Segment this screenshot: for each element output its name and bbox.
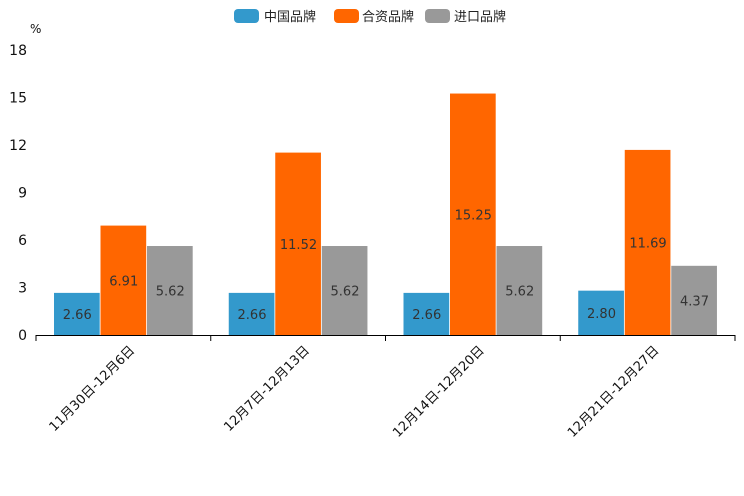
x-category-label: 11月30日-12月6日 <box>47 343 139 435</box>
y-tick-label: 3 <box>18 281 27 297</box>
bar <box>228 292 275 335</box>
bar <box>321 246 368 335</box>
y-axis-unit: % <box>30 22 41 36</box>
legend-item-3: 进口品牌 <box>425 9 506 25</box>
bar-group-3: 2.66 15.25 5.62 <box>403 93 543 336</box>
x-category-label: 12月14日-12月20日 <box>390 343 487 440</box>
legend-label: 进口品牌 <box>454 9 506 25</box>
data-label: 2.66 <box>63 308 92 323</box>
legend-swatch <box>234 9 259 23</box>
legend-label: 合资品牌 <box>362 9 414 25</box>
data-label: 2.66 <box>412 308 441 323</box>
y-tick-label: 18 <box>9 43 27 59</box>
legend-swatch <box>425 9 450 23</box>
bar <box>624 149 671 335</box>
bar-group-2: 2.66 11.52 5.62 <box>228 152 368 335</box>
bar <box>275 152 321 335</box>
y-tick-label: 6 <box>18 233 27 249</box>
bars: 2.666.915.622.6611.525.622.6615.255.622.… <box>54 93 717 336</box>
y-tick-label: 15 <box>9 91 27 107</box>
bar <box>671 265 717 335</box>
data-label: 6.91 <box>109 274 138 289</box>
legend-item-1: 中国品牌 <box>234 9 316 25</box>
legend-swatch <box>334 9 359 23</box>
bar <box>403 292 450 335</box>
y-tick-label: 0 <box>18 328 27 344</box>
bar <box>496 246 543 335</box>
data-label: 5.62 <box>505 285 534 300</box>
bar-group-1: 2.66 6.91 5.62 <box>54 225 193 335</box>
y-tick-label: 9 <box>18 186 27 202</box>
x-category-label: 12月7日-12月13日 <box>221 343 313 435</box>
legend-label: 中国品牌 <box>264 9 316 25</box>
y-axis: 0 3 6 9 12 15 18 <box>9 43 27 344</box>
bar-group-4: 2.80 11.69 4.37 <box>578 149 717 335</box>
data-label: 11.69 <box>629 236 666 251</box>
data-label: 15.25 <box>455 208 492 223</box>
data-label: 2.80 <box>587 307 616 322</box>
bar <box>578 290 624 335</box>
data-label: 5.62 <box>331 285 360 300</box>
y-tick-label: 12 <box>9 138 27 154</box>
data-label: 11.52 <box>280 238 317 253</box>
data-label: 2.66 <box>238 308 267 323</box>
data-label: 4.37 <box>680 294 709 309</box>
bar <box>147 246 193 335</box>
bar <box>450 93 496 336</box>
x-category-label: 12月21日-12月27日 <box>565 343 662 440</box>
data-label: 5.62 <box>156 285 185 300</box>
legend: 中国品牌 合资品牌 进口品牌 <box>234 9 506 25</box>
legend-item-2: 合资品牌 <box>334 9 414 25</box>
x-axis: 11月30日-12月6日 12月7日-12月13日 12月14日-12月20日 12月… <box>35 335 736 441</box>
bar <box>54 292 100 335</box>
bar <box>100 225 147 335</box>
